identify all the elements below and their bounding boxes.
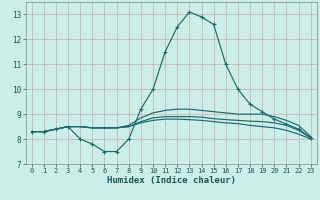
X-axis label: Humidex (Indice chaleur): Humidex (Indice chaleur) (107, 176, 236, 185)
